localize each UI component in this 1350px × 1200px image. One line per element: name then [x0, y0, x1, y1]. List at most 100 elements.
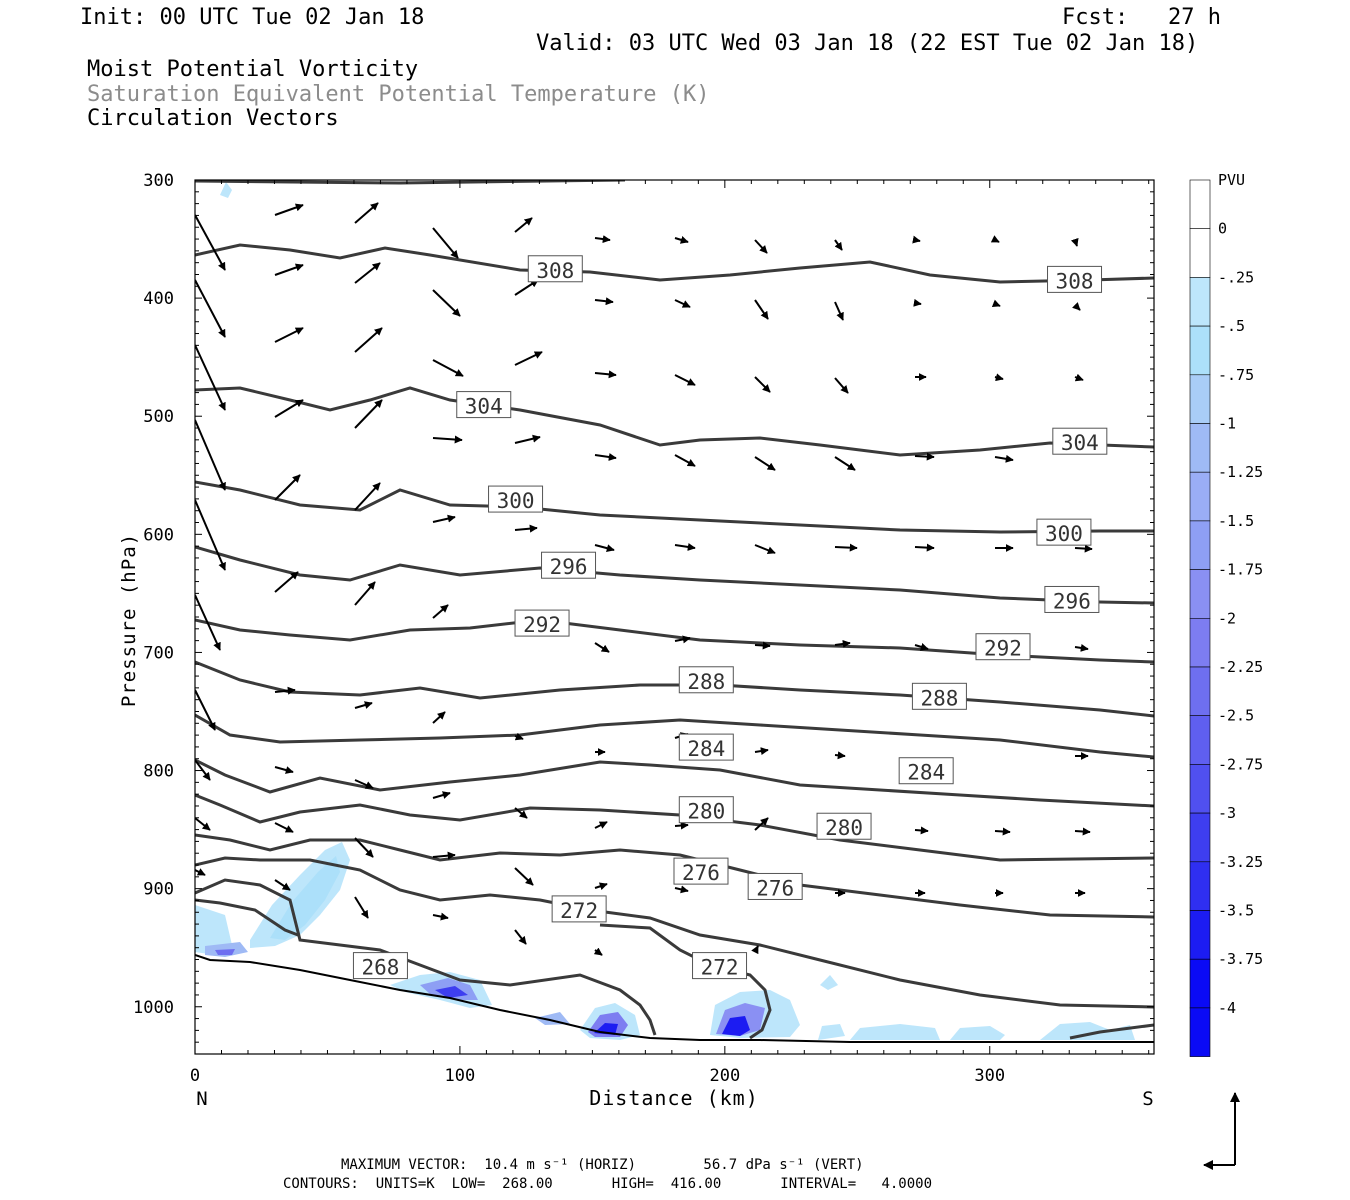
- colorbar-level-label: -2.75: [1218, 755, 1263, 773]
- contour-label: 292: [514, 609, 570, 637]
- contour-label: 308: [1047, 265, 1103, 293]
- colorbar-level-label: -2.25: [1218, 658, 1263, 676]
- contour-label: 276: [747, 872, 803, 900]
- contour-label: 288: [911, 682, 967, 710]
- colorbar-level-label: -.75: [1218, 366, 1254, 384]
- colorbar-swatch: [1189, 277, 1211, 327]
- x-axis-end-north: N: [196, 1088, 207, 1110]
- plot-frame: [194, 179, 1155, 1055]
- contour-label: 280: [678, 796, 734, 824]
- colorbar-swatch: [1189, 179, 1211, 230]
- colorbar-unit: PVU: [1218, 171, 1245, 189]
- circulation-vectors: [195, 202, 1093, 956]
- reference-vector-icon: [1203, 1092, 1240, 1170]
- colorbar-level-label: -.5: [1218, 317, 1245, 335]
- colorbar-level-label: -2.5: [1218, 707, 1254, 725]
- colorbar-level-label: -3.5: [1218, 902, 1254, 920]
- colorbar-swatch: [1189, 715, 1211, 765]
- colorbar-level-label: -1.5: [1218, 512, 1254, 530]
- mpv-shading: [195, 182, 1135, 1040]
- contour-label: 272: [551, 895, 607, 923]
- contour-label-text: 300: [497, 489, 535, 513]
- colorbar-swatch: [1189, 471, 1211, 522]
- contour-label: 284: [678, 733, 734, 761]
- x-tick-label: 0: [190, 1066, 200, 1086]
- contour-label-text: 280: [687, 800, 725, 824]
- colorbar-level-label: -1.25: [1218, 463, 1263, 481]
- contour-label: 276: [673, 857, 729, 885]
- contour-label: 292: [975, 633, 1031, 661]
- contour-label-text: 296: [550, 555, 588, 579]
- contour-label: 272: [692, 952, 748, 980]
- contour-label: 304: [1052, 427, 1108, 455]
- colorbar-swatch: [1189, 861, 1211, 911]
- field-title-circulation: Circulation Vectors: [87, 106, 339, 131]
- colorbar-swatch: [1189, 666, 1211, 717]
- contour-label: 296: [541, 551, 597, 579]
- contour-label-text: 272: [560, 899, 598, 923]
- contour-label-text: 300: [1045, 522, 1083, 546]
- contour-label: 308: [527, 255, 583, 283]
- contour-label: 300: [488, 485, 544, 513]
- contour-label: 304: [456, 391, 512, 419]
- field-title-mpv: Moist Potential Vorticity: [87, 57, 419, 82]
- contour-label-text: 284: [687, 737, 725, 761]
- contour-label-text: 304: [465, 395, 503, 419]
- y-tick-label: 1000: [133, 998, 174, 1018]
- contour-label-text: 268: [361, 956, 399, 980]
- y-tick-label: 800: [143, 762, 174, 782]
- contour-label: 296: [1044, 585, 1100, 613]
- colorbar-level-label: -.25: [1218, 268, 1254, 286]
- contour-label-text: 292: [984, 637, 1022, 661]
- forecast-hour: Fcst: 27 h: [1062, 5, 1221, 30]
- contour-label-text: 304: [1061, 431, 1099, 455]
- colorbar-swatch: [1189, 617, 1211, 668]
- colorbar-swatch: [1189, 764, 1211, 814]
- y-tick-label: 500: [143, 407, 174, 427]
- contour-label: 300: [1036, 518, 1092, 546]
- y-axis-label: Pressure (hPa): [118, 533, 140, 707]
- contour-label-text: 296: [1053, 589, 1091, 613]
- colorbar-level-label: -2: [1218, 609, 1236, 627]
- theta-es-contours: [195, 180, 1154, 1040]
- init-time: Init: 00 UTC Tue 02 Jan 18: [80, 5, 425, 30]
- field-title-theta-es: Saturation Equivalent Potential Temperat…: [87, 82, 710, 107]
- colorbar-swatch: [1189, 374, 1211, 424]
- contour-label-text: 272: [701, 956, 739, 980]
- contour-label-text: 288: [920, 686, 958, 710]
- y-tick-label: 900: [143, 880, 174, 900]
- x-axis-label: Distance (km): [589, 1086, 759, 1110]
- footer-max-vector: MAXIMUM VECTOR: 10.4 m s⁻¹ (HORIZ) 56.7 …: [341, 1157, 864, 1173]
- x-axis-end-south: S: [1142, 1088, 1153, 1110]
- axes: 300 400 500 600 700 800 900 1000 0 100 200 300: [133, 171, 1154, 1086]
- contour-label: 268: [352, 952, 408, 980]
- terrain-surface: [195, 954, 1154, 1043]
- colorbar-level-label: -3: [1218, 804, 1236, 822]
- contour-label-text: 292: [523, 613, 561, 637]
- colorbar-swatch: [1189, 520, 1211, 570]
- contour-label: 280: [816, 812, 872, 840]
- contour-label-text: 280: [825, 816, 863, 840]
- y-tick-label: 300: [143, 171, 174, 191]
- colorbar-level-label: -3.25: [1218, 853, 1263, 871]
- contour-label-text: 276: [756, 876, 794, 900]
- valid-time: Valid: 03 UTC Wed 03 Jan 18 (22 EST Tue …: [536, 31, 1199, 56]
- x-tick-label: 100: [445, 1066, 476, 1086]
- contour-label-text: 308: [1056, 269, 1094, 293]
- x-tick-label: 200: [709, 1066, 740, 1086]
- colorbar-level-label: 0: [1218, 220, 1227, 238]
- colorbar-level-label: -3.75: [1218, 950, 1263, 968]
- contour-label-text: 284: [907, 761, 945, 785]
- pv-colorbar: PVU 0 -.25 -.5 -.75 -1 -1.25 -1.5 -1.75 -2 -2.25 -2…: [1189, 171, 1263, 1057]
- y-tick-label: 700: [143, 643, 174, 663]
- colorbar-swatch: [1189, 1007, 1211, 1057]
- colorbar-swatch: [1189, 228, 1211, 278]
- contour-label: 288: [678, 666, 734, 694]
- colorbar-swatch: [1189, 910, 1211, 960]
- colorbar-level-label: -1.75: [1218, 561, 1263, 579]
- y-tick-label: 400: [143, 289, 174, 309]
- x-tick-label: 300: [974, 1066, 1005, 1086]
- contour-label-text: 288: [687, 670, 725, 694]
- colorbar-swatch: [1189, 423, 1211, 473]
